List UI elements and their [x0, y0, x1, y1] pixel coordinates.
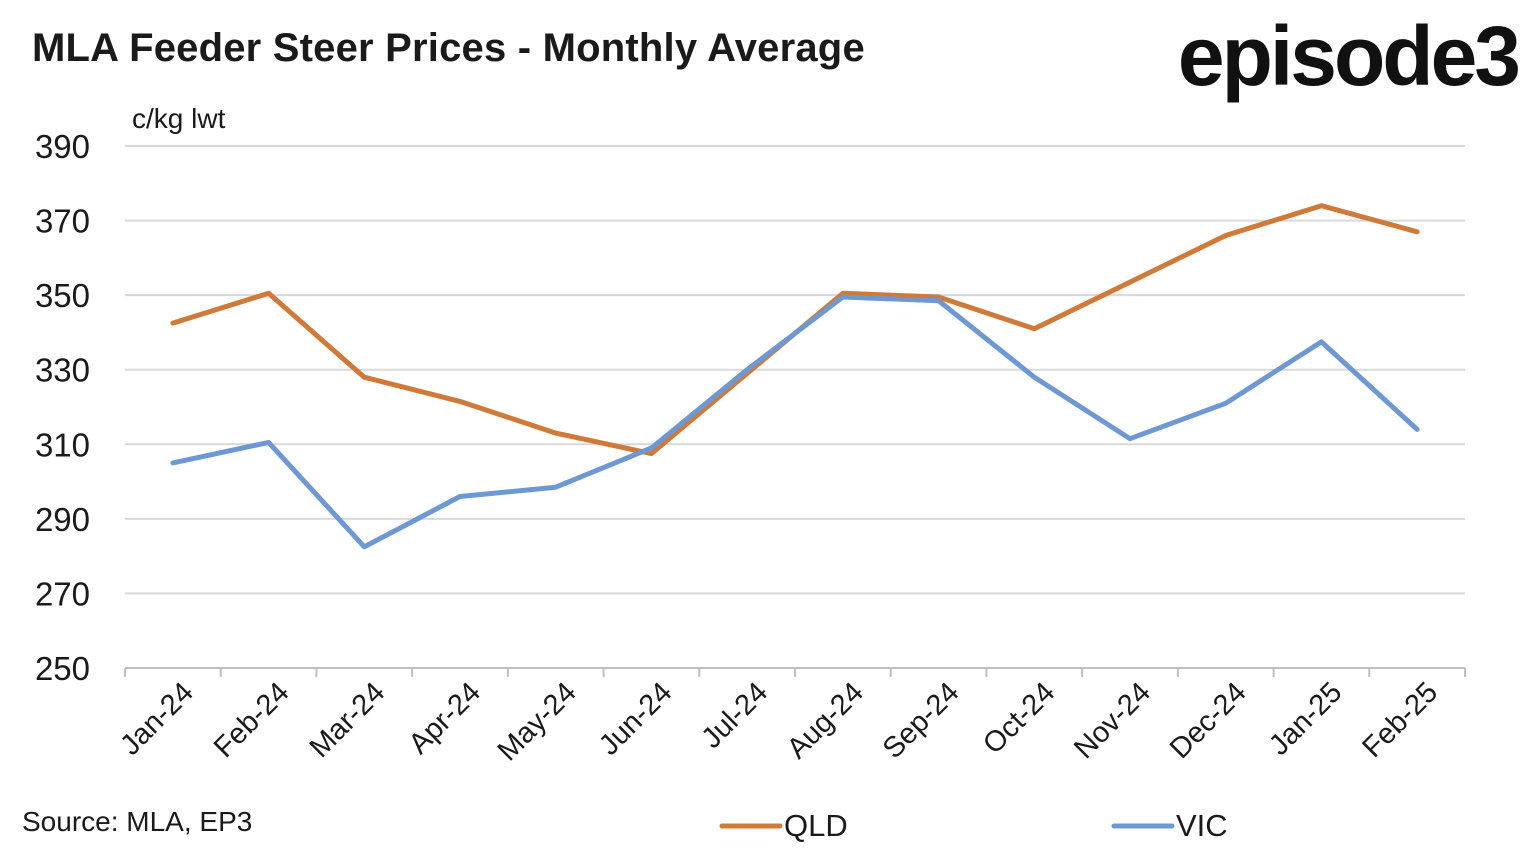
y-axis-label: c/kg lwt — [132, 103, 226, 134]
legend-label-vic: VIC — [1176, 808, 1228, 843]
y-tick-label: 250 — [35, 650, 90, 687]
y-tick-label: 290 — [35, 501, 90, 538]
x-tick-label: Feb-24 — [208, 676, 296, 764]
series-lines — [170, 203, 1420, 550]
x-tick-label: Oct-24 — [977, 676, 1061, 760]
source-note: Source: MLA, EP3 — [22, 806, 253, 837]
y-axis-ticks: 250 270 290 310 330 350 370 390 — [35, 128, 90, 687]
brand-logo: episode3 — [1177, 9, 1521, 103]
x-tick-label: Feb-25 — [1356, 676, 1444, 764]
x-tick-label: Aug-24 — [781, 676, 870, 765]
series-line-vic — [170, 294, 1420, 550]
gridlines — [125, 145, 1465, 595]
x-tick-label: Dec-24 — [1164, 676, 1253, 765]
y-tick-label: 370 — [35, 203, 90, 240]
legend-label-qld: QLD — [784, 808, 848, 843]
legend: QLD VIC — [719, 808, 1228, 843]
x-tick-label: Jun-24 — [593, 676, 678, 761]
y-tick-label: 390 — [35, 128, 90, 165]
y-tick-label: 270 — [35, 575, 90, 612]
x-tick-label: Jul-24 — [696, 676, 774, 754]
y-tick-label: 350 — [35, 277, 90, 314]
x-axis-ticks: Jan-24 Feb-24 Mar-24 Apr-24 May-24 Jun-24 Jul-… — [114, 676, 1444, 767]
series-line-qld — [170, 203, 1420, 457]
x-tick-label: Apr-24 — [403, 676, 487, 760]
x-tick-label: Nov-24 — [1068, 676, 1157, 765]
x-tick-label: May-24 — [492, 676, 583, 767]
y-tick-label: 310 — [35, 426, 90, 463]
x-tick-label: Jan-24 — [114, 676, 199, 761]
y-tick-label: 330 — [35, 352, 90, 389]
x-tick-label: Mar-24 — [304, 676, 392, 764]
x-tick-label: Sep-24 — [877, 676, 966, 765]
x-axis — [124, 667, 1466, 677]
chart-title: MLA Feeder Steer Prices - Monthly Averag… — [32, 26, 865, 70]
x-tick-label: Jan-25 — [1263, 676, 1348, 761]
